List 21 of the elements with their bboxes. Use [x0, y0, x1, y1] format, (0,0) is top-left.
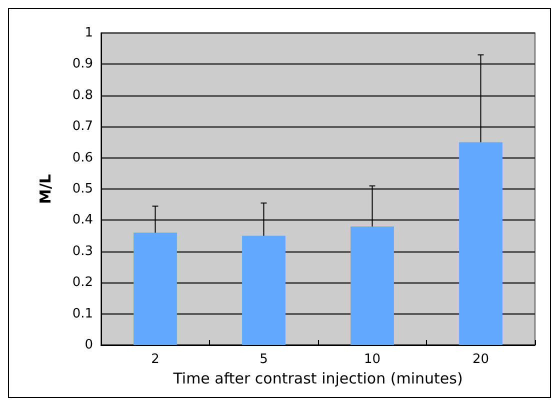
bar — [459, 142, 502, 345]
x-tick-label: 5 — [260, 352, 268, 367]
y-tick-label: 0.4 — [72, 212, 93, 228]
y-tick-label: 0.8 — [72, 88, 93, 103]
x-tick-label: 2 — [151, 352, 160, 367]
y-axis-title: M/L — [36, 174, 54, 204]
bar — [242, 236, 286, 345]
y-tick-label: 0.7 — [72, 119, 93, 134]
x-tick-label: 20 — [472, 352, 490, 367]
y-tick-label: 0 — [84, 338, 93, 352]
y-tick-label: 0.2 — [72, 275, 93, 290]
y-tick-label: 0.6 — [72, 150, 93, 166]
y-tick-label: 0.9 — [72, 56, 93, 72]
x-tick-label: 10 — [364, 352, 381, 367]
bar — [350, 226, 394, 345]
y-tick-label: 0.5 — [72, 182, 93, 196]
bar — [134, 232, 177, 345]
y-tick-label: 1 — [84, 26, 93, 40]
y-tick-label: 0.1 — [72, 306, 93, 322]
y-tick-label: 0.3 — [72, 244, 93, 259]
x-axis-title: Time after contrast injection (minutes) — [172, 369, 463, 388]
